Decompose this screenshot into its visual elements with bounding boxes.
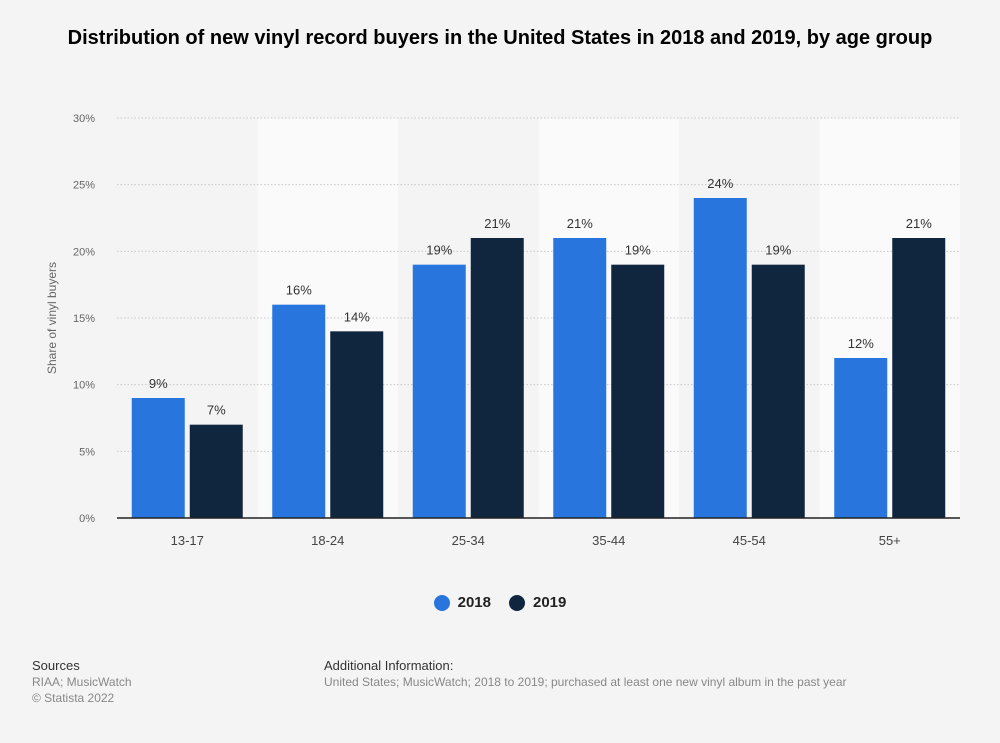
bar-2018-35-44: [553, 238, 607, 518]
sources-heading[interactable]: Sources: [32, 658, 80, 673]
data-label: 9%: [149, 376, 168, 391]
bar-2019-13-17: [189, 424, 243, 518]
data-label: 21%: [484, 216, 510, 231]
data-label: 24%: [707, 176, 733, 191]
data-label: 21%: [567, 216, 593, 231]
sources-text: RIAA; MusicWatch: [32, 675, 132, 689]
legend-label-2018: 2018: [457, 594, 491, 611]
data-label: 19%: [426, 243, 452, 258]
x-tick-label: 13-17: [171, 533, 204, 548]
bar-2018-13-17: [131, 398, 185, 518]
data-label: 14%: [344, 309, 370, 324]
additional-info-text: United States; MusicWatch; 2018 to 2019;…: [324, 675, 847, 689]
y-tick-label: 10%: [73, 380, 95, 392]
copyright-text: © Statista 2022: [32, 691, 115, 705]
y-tick-label: 25%: [73, 180, 95, 192]
chart-title: Distribution of new vinyl record buyers …: [67, 27, 933, 49]
y-tick-label: 5%: [79, 446, 95, 458]
bar-2018-45-54: [693, 198, 747, 518]
bar-2019-55+: [892, 238, 946, 518]
x-tick-label: 35-44: [592, 533, 625, 548]
bar-2018-25-34: [412, 264, 466, 518]
additional-info-block: Additional Information: United States; M…: [324, 658, 847, 690]
legend-marker-2019: [509, 594, 525, 611]
y-axis-title: Share of vinyl buyers: [45, 262, 59, 374]
y-tick-label: 20%: [73, 246, 95, 258]
bar-2018-18-24: [272, 304, 326, 518]
legend: 2018 2019: [0, 594, 1000, 611]
data-label: 19%: [625, 243, 651, 258]
data-label: 19%: [765, 243, 791, 258]
y-tick-label: 15%: [73, 313, 95, 325]
bar-2019-35-44: [611, 264, 665, 518]
x-tick-label: 55+: [879, 533, 901, 548]
legend-item-2019[interactable]: 2019: [509, 594, 566, 611]
x-tick-label: 45-54: [733, 533, 766, 548]
y-tick-label: 0%: [79, 513, 95, 525]
bar-2018-55+: [834, 358, 888, 518]
sources-block: Sources RIAA; MusicWatch © Statista 2022: [32, 658, 132, 706]
x-tick-label: 25-34: [452, 533, 485, 548]
legend-label-2019: 2019: [533, 594, 567, 611]
data-label: 16%: [286, 283, 312, 298]
data-label: 21%: [906, 216, 932, 231]
data-label: 7%: [207, 403, 226, 418]
data-label: 12%: [848, 336, 874, 351]
bar-2019-25-34: [470, 238, 524, 518]
x-tick-label: 18-24: [311, 533, 344, 548]
legend-marker-2018: [433, 594, 450, 611]
legend-item-2018[interactable]: 2018: [433, 594, 491, 611]
additional-info-heading[interactable]: Additional Information:: [324, 658, 454, 673]
bar-2019-18-24: [330, 331, 384, 518]
y-tick-label: 30%: [73, 113, 95, 125]
bar-2019-45-54: [751, 264, 805, 518]
